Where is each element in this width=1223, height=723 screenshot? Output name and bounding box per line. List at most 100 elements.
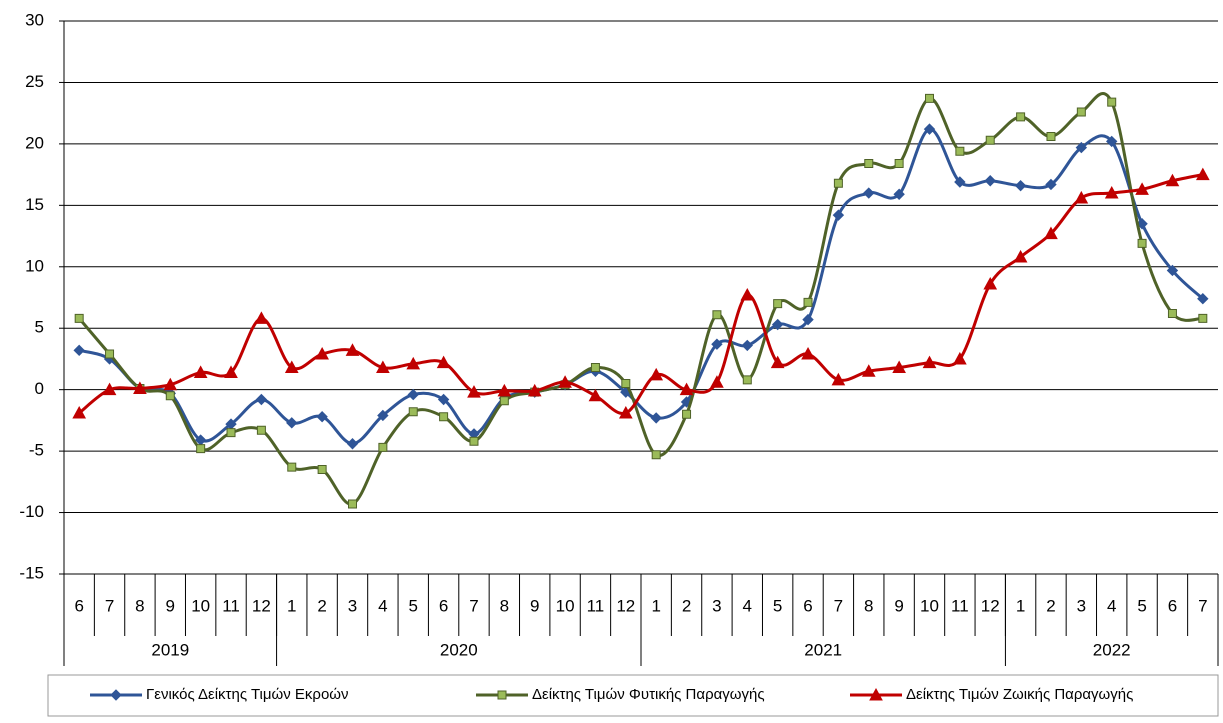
data-point — [893, 188, 905, 200]
year-label: 2019 — [151, 640, 189, 659]
data-point — [831, 372, 846, 386]
data-point — [377, 409, 389, 422]
data-point — [954, 176, 966, 188]
x-tick-label: 6 — [74, 596, 83, 615]
data-point — [621, 379, 631, 389]
x-tick-label: 3 — [1077, 596, 1086, 615]
data-point — [1044, 226, 1058, 240]
x-tick-label: 1 — [1016, 596, 1025, 615]
data-point — [1197, 293, 1209, 305]
data-point — [378, 442, 388, 452]
data-point — [499, 396, 509, 406]
data-point — [1075, 141, 1088, 154]
data-point — [588, 388, 603, 402]
x-tick-label: 6 — [803, 596, 812, 615]
data-point — [650, 412, 662, 424]
data-point — [679, 382, 694, 396]
x-tick-label: 3 — [348, 596, 357, 615]
data-point — [105, 349, 115, 359]
data-point — [376, 360, 390, 374]
year-label: 2022 — [1093, 640, 1131, 659]
data-point — [74, 313, 84, 323]
legend-marker — [110, 689, 122, 701]
data-point — [558, 375, 572, 388]
data-point — [590, 363, 600, 373]
data-point — [984, 175, 996, 187]
data-point — [770, 355, 785, 369]
data-point — [467, 385, 481, 398]
data-point — [861, 364, 876, 377]
x-tick-label: 6 — [439, 596, 448, 615]
data-point — [1106, 135, 1118, 148]
x-tick-label: 10 — [556, 596, 575, 615]
x-tick-label: 1 — [287, 596, 296, 615]
data-point — [284, 360, 299, 374]
x-tick-label: 9 — [894, 596, 903, 615]
legend-label: Γενικός Δείκτης Τιμών Εκροών — [146, 686, 349, 703]
data-point — [527, 383, 542, 397]
data-point — [801, 346, 815, 360]
data-point — [256, 425, 266, 435]
x-tick-label: 9 — [166, 596, 175, 615]
data-point — [1046, 132, 1056, 142]
data-point — [1165, 173, 1180, 187]
x-tick-label: 7 — [834, 596, 843, 615]
x-tick-label: 4 — [743, 596, 752, 615]
y-tick-label: -5 — [29, 441, 44, 460]
data-point — [1013, 249, 1028, 263]
x-tick-label: 5 — [409, 596, 418, 615]
year-label: 2020 — [440, 640, 478, 659]
data-point — [923, 123, 936, 135]
data-point — [1014, 179, 1027, 192]
data-point — [73, 344, 85, 357]
legend: Γενικός Δείκτης Τιμών Εκροών Δείκτης Τιμώ… — [47, 674, 1219, 717]
data-point — [983, 276, 998, 290]
data-point — [955, 146, 965, 156]
y-tick-label: 0 — [35, 379, 44, 398]
data-point — [165, 391, 175, 401]
data-point — [864, 159, 874, 169]
data-point — [226, 428, 236, 438]
data-point — [408, 407, 418, 417]
data-point — [254, 311, 269, 324]
data-point — [892, 360, 906, 374]
x-tick-label: 8 — [864, 596, 873, 615]
x-tick-label: 7 — [105, 596, 114, 615]
y-tick-label: -15 — [19, 563, 44, 582]
x-tick-label: 8 — [135, 596, 144, 615]
data-point — [224, 365, 238, 378]
data-point — [315, 346, 329, 360]
y-tick-label: 25 — [25, 72, 44, 91]
legend-marker — [869, 687, 883, 701]
x-tick-label: 5 — [773, 596, 782, 615]
data-point — [1045, 178, 1057, 191]
data-point — [469, 436, 479, 446]
data-point — [1076, 107, 1086, 117]
data-point — [802, 313, 814, 326]
data-point — [773, 299, 783, 309]
data-point — [287, 462, 297, 472]
data-point — [649, 367, 664, 381]
x-tick-label: 12 — [252, 596, 271, 615]
data-point — [1074, 190, 1089, 204]
x-tick-label: 6 — [1168, 596, 1177, 615]
legend-box — [47, 674, 1219, 717]
data-point — [711, 338, 723, 350]
data-point — [1166, 264, 1179, 277]
data-point — [742, 375, 752, 385]
data-point — [345, 343, 360, 356]
x-tick-label: 2 — [682, 596, 691, 615]
data-point — [317, 465, 327, 475]
legend-marker — [497, 690, 507, 700]
x-tick-label: 10 — [920, 596, 939, 615]
x-tick-label: 5 — [1137, 596, 1146, 615]
x-tick-label: 2 — [1046, 596, 1055, 615]
x-tick-label: 2 — [317, 596, 326, 615]
data-point — [437, 393, 450, 406]
data-point — [712, 310, 722, 320]
x-tick-label: 9 — [530, 596, 539, 615]
x-tick-label: 7 — [469, 596, 478, 615]
data-point — [346, 438, 359, 450]
series-line — [78, 92, 1204, 506]
data-point — [348, 499, 357, 509]
